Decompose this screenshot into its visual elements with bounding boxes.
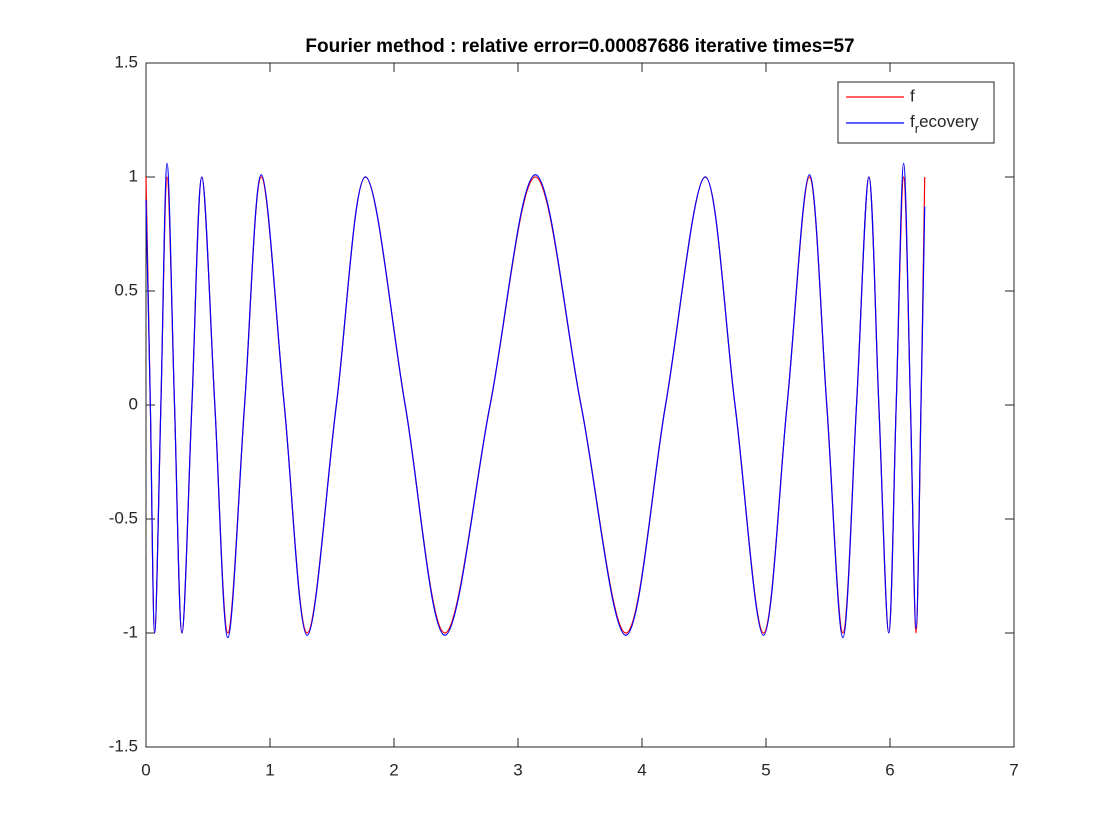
legend-box [837,81,995,144]
y-tick-label: 0 [129,394,138,413]
x-tick-label: 3 [513,760,522,779]
y-tick-label: -1.5 [109,736,138,755]
x-tick-label: 7 [1009,760,1018,779]
legend-label: frecovery [910,112,979,136]
y-tick-label: 0.5 [114,280,138,299]
plot-area [145,62,1015,748]
series-line [145,162,926,639]
x-tick-label: 0 [141,760,150,779]
x-tick-label: 4 [637,760,646,779]
y-tick-label: -0.5 [109,508,138,527]
y-tick-label: 1 [129,166,138,185]
x-tick-label: 6 [885,760,894,779]
x-tick-label: 5 [761,760,770,779]
x-tick-label: 1 [265,760,274,779]
chart-title: Fourier method : relative error=0.000876… [305,36,854,57]
y-tick-label: 1.5 [114,52,138,71]
x-tick-label: 2 [389,760,398,779]
legend-label: f [910,86,915,105]
y-tick-label: -1 [123,622,138,641]
